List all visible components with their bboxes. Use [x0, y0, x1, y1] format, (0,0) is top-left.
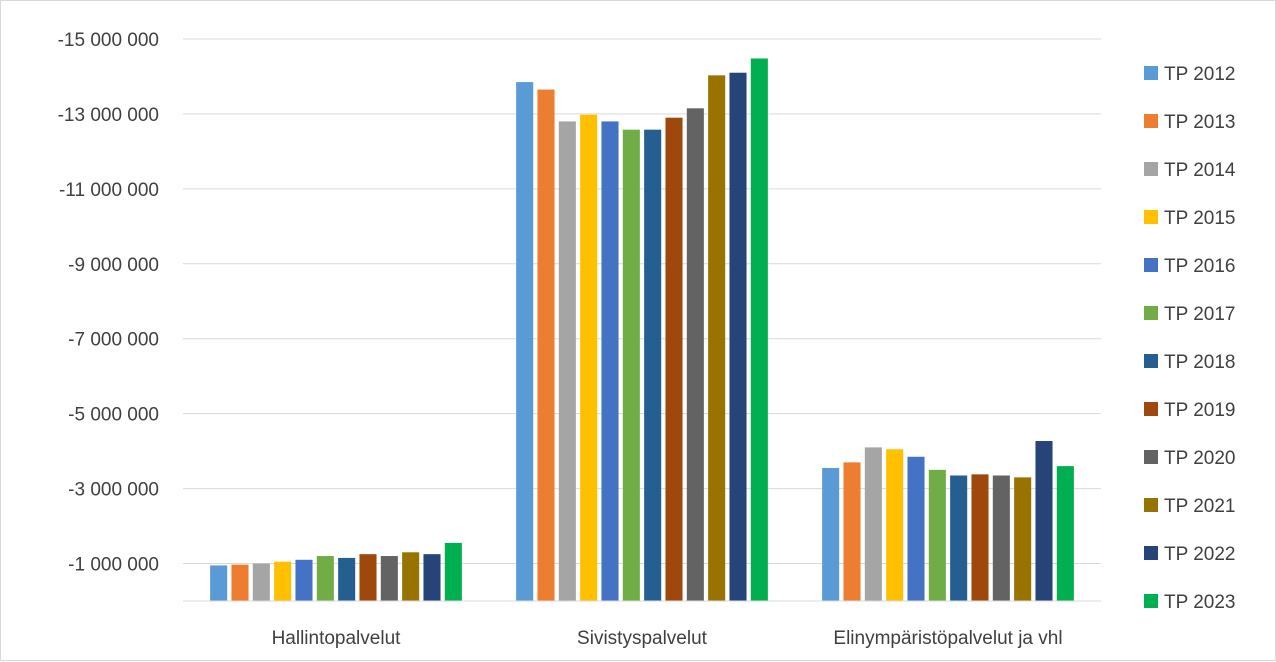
legend-swatch	[1144, 306, 1158, 320]
legend-label: TP 2015	[1164, 208, 1235, 229]
legend-swatch	[1144, 354, 1158, 368]
category-labels: Hallintopalvelut Sivistyspalvelut Elinympä…	[272, 628, 1063, 649]
bar-tp-2016-cat-2	[907, 456, 925, 601]
bar-tp-2022-cat-1	[729, 72, 747, 602]
legend-item: TP 2018	[1144, 352, 1235, 373]
bar-tp-2020-cat-2	[992, 475, 1010, 601]
bar-tp-2018-cat-0	[338, 557, 356, 601]
bar-tp-2013-cat-1	[537, 89, 555, 601]
bar-tp-2014-cat-0	[252, 563, 270, 601]
bar-tp-2013-cat-2	[843, 462, 861, 601]
legend-item: TP 2017	[1144, 304, 1235, 325]
bar-tp-2017-cat-2	[928, 469, 946, 601]
legend-label: TP 2012	[1164, 64, 1235, 85]
legend-label: TP 2020	[1164, 448, 1235, 469]
bars	[210, 58, 1074, 602]
category-label: Elinympäristöpalvelut ja vhl	[833, 628, 1062, 649]
legend-label: TP 2022	[1164, 544, 1235, 565]
bar-tp-2015-cat-0	[274, 561, 292, 601]
legend: TP 2012 TP 2013 TP 2014 TP 2015 TP 2016 TP 20…	[1144, 64, 1236, 613]
bar-tp-2012-cat-2	[822, 467, 840, 601]
legend-swatch	[1144, 114, 1158, 128]
y-tick-label: -11 000 000	[59, 180, 159, 201]
legend-item: TP 2019	[1144, 400, 1235, 421]
bar-tp-2023-cat-0	[444, 542, 462, 601]
legend-item: TP 2021	[1144, 496, 1235, 517]
bar-tp-2019-cat-2	[971, 474, 989, 601]
category-label: Sivistyspalvelut	[577, 628, 708, 649]
legend-item: TP 2016	[1144, 256, 1235, 277]
y-tick-label: -3 000 000	[68, 480, 159, 501]
legend-item: TP 2023	[1144, 592, 1235, 613]
legend-swatch	[1144, 258, 1158, 272]
bar-tp-2019-cat-0	[359, 554, 377, 601]
legend-swatch	[1144, 450, 1158, 464]
legend-label: TP 2023	[1164, 592, 1235, 613]
legend-item: TP 2012	[1144, 64, 1235, 85]
bar-tp-2013-cat-0	[231, 564, 249, 601]
legend-swatch	[1144, 66, 1158, 80]
bar-tp-2021-cat-0	[402, 552, 420, 601]
gridlines	[183, 38, 1101, 565]
bar-tp-2012-cat-1	[516, 82, 534, 601]
bar-tp-2022-cat-2	[1035, 441, 1053, 601]
bar-tp-2016-cat-0	[295, 559, 313, 601]
legend-label: TP 2013	[1164, 112, 1235, 133]
bar-tp-2015-cat-2	[886, 449, 904, 601]
bar-tp-2017-cat-1	[622, 129, 640, 602]
bar-tp-2012-cat-0	[210, 565, 228, 601]
legend-swatch	[1144, 162, 1158, 176]
bar-tp-2021-cat-2	[1014, 477, 1032, 601]
y-tick-label: -9 000 000	[68, 255, 159, 276]
bar-tp-2014-cat-2	[864, 447, 882, 601]
legend-label: TP 2017	[1164, 304, 1235, 325]
legend-label: TP 2021	[1164, 496, 1235, 517]
bar-tp-2020-cat-1	[686, 108, 704, 602]
bar-tp-2019-cat-1	[665, 117, 683, 602]
bar-tp-2017-cat-0	[316, 556, 334, 601]
category-label: Hallintopalvelut	[272, 628, 402, 649]
bar-tp-2020-cat-0	[380, 556, 398, 601]
legend-swatch	[1144, 402, 1158, 416]
legend-label: TP 2016	[1164, 256, 1235, 277]
legend-label: TP 2019	[1164, 400, 1235, 421]
y-tick-label: -5 000 000	[68, 405, 159, 426]
bar-tp-2023-cat-2	[1056, 466, 1074, 601]
legend-label: TP 2018	[1164, 352, 1235, 373]
bar-tp-2014-cat-1	[558, 121, 576, 601]
bar-tp-2018-cat-1	[644, 129, 662, 602]
legend-item: TP 2020	[1144, 448, 1235, 469]
bar-tp-2021-cat-1	[708, 75, 726, 602]
legend-swatch	[1144, 594, 1158, 608]
y-tick-label: -1 000 000	[68, 555, 159, 576]
legend-item: TP 2014	[1144, 160, 1236, 181]
bar-tp-2018-cat-2	[950, 475, 968, 601]
legend-item: TP 2013	[1144, 112, 1235, 133]
legend-item: TP 2015	[1144, 208, 1235, 229]
y-tick-label: -13 000 000	[58, 105, 159, 126]
y-tick-label: -7 000 000	[68, 330, 159, 351]
legend-label: TP 2014	[1164, 160, 1236, 181]
bar-tp-2022-cat-0	[423, 554, 441, 601]
y-axis-tick-labels: -1 000 000 -3 000 000 -5 000 000 -7 000 000…	[58, 30, 159, 576]
y-tick-label: -15 000 000	[58, 30, 159, 51]
legend-swatch	[1144, 546, 1158, 560]
bar-tp-2016-cat-1	[601, 121, 619, 601]
bar-tp-2023-cat-1	[750, 58, 768, 601]
legend-swatch	[1144, 498, 1158, 512]
legend-swatch	[1144, 210, 1158, 224]
bar-tp-2015-cat-1	[580, 114, 598, 601]
legend-item: TP 2022	[1144, 544, 1235, 565]
